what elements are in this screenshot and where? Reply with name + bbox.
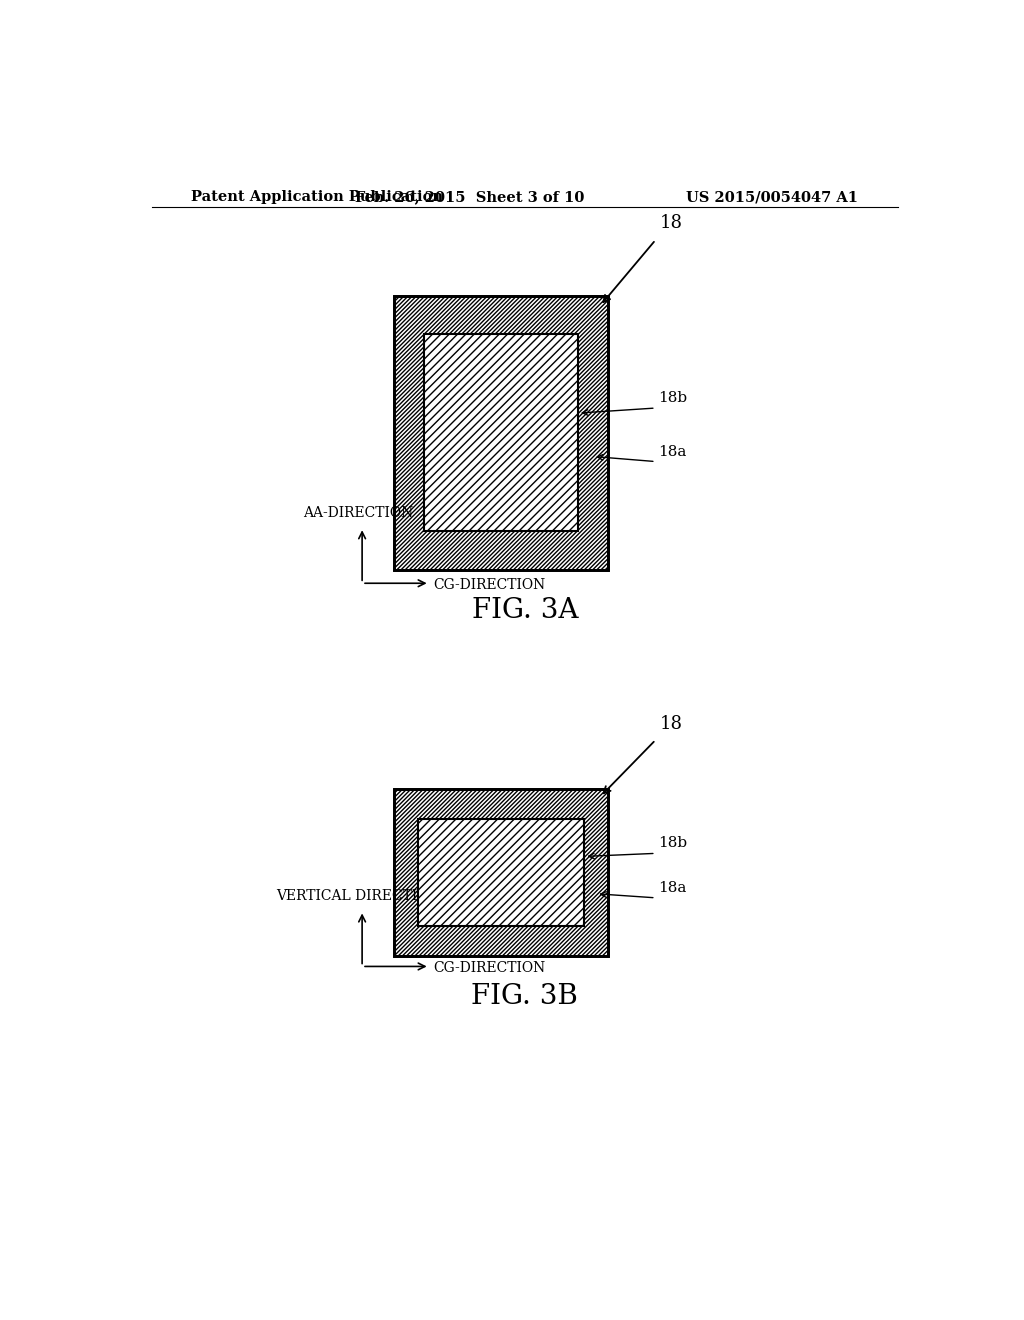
Bar [394, 296, 608, 570]
Text: 18b: 18b [658, 837, 687, 850]
Text: 18a: 18a [658, 880, 686, 895]
Bar [418, 818, 585, 925]
Bar [394, 788, 608, 956]
Text: FIG. 3A: FIG. 3A [471, 597, 579, 624]
Text: 18a: 18a [658, 445, 686, 458]
Bar [424, 334, 578, 532]
Bar [418, 818, 585, 925]
Bar [424, 334, 578, 532]
Text: CG-DIRECTION: CG-DIRECTION [433, 961, 546, 975]
Text: 18b: 18b [658, 391, 687, 405]
Bar [394, 296, 608, 570]
Text: US 2015/0054047 A1: US 2015/0054047 A1 [686, 190, 858, 205]
Text: VERTICAL DIRECTION: VERTICAL DIRECTION [275, 890, 440, 903]
Text: FIG. 3B: FIG. 3B [471, 983, 579, 1010]
Text: 18: 18 [659, 714, 683, 733]
Text: CG-DIRECTION: CG-DIRECTION [433, 578, 546, 593]
Text: Feb. 26, 2015  Sheet 3 of 10: Feb. 26, 2015 Sheet 3 of 10 [354, 190, 584, 205]
Text: Patent Application Publication: Patent Application Publication [191, 190, 443, 205]
Text: 18: 18 [659, 214, 683, 231]
Text: AA-DIRECTION: AA-DIRECTION [303, 507, 414, 520]
Bar [394, 788, 608, 956]
